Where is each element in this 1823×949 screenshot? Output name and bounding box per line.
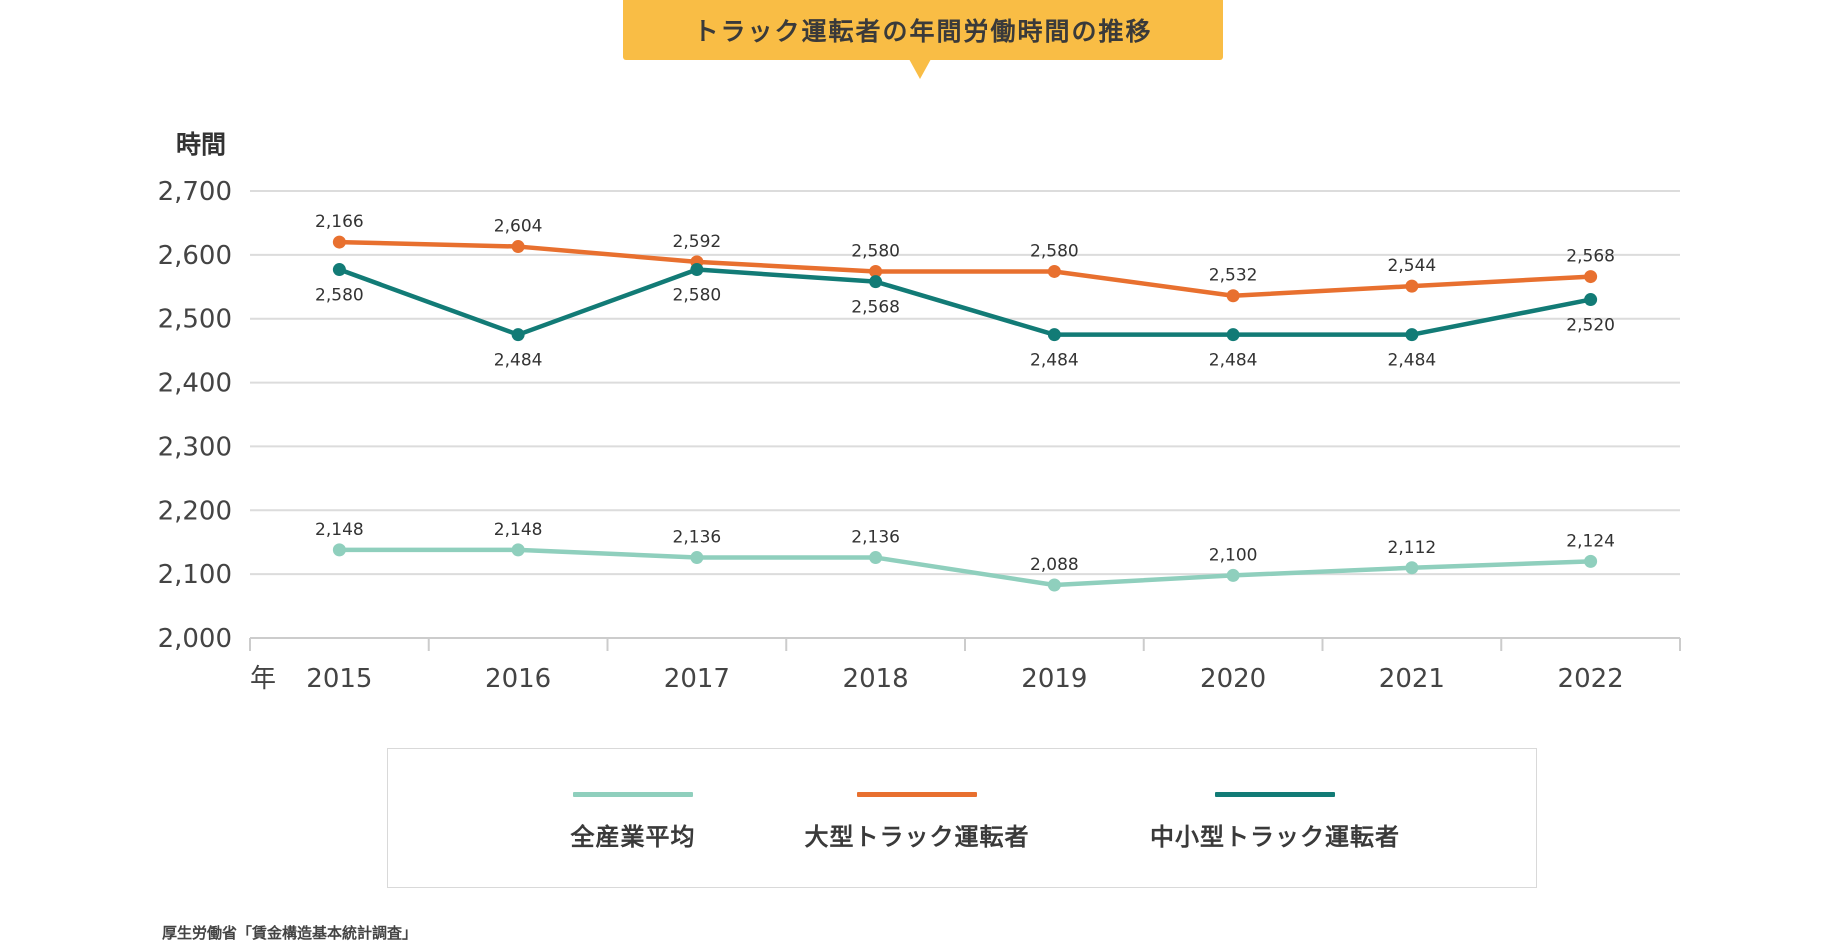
- y-tick-label: 2,500: [158, 305, 232, 335]
- data-point: [332, 263, 346, 277]
- data-point: [1226, 568, 1240, 582]
- data-label: 2,580: [1030, 241, 1079, 261]
- data-point: [1047, 328, 1061, 342]
- data-label: 2,484: [1030, 351, 1079, 371]
- data-point: [1226, 328, 1240, 342]
- data-label: 2,148: [315, 520, 364, 540]
- x-tick-label: 2018: [843, 664, 909, 694]
- data-point: [332, 543, 346, 557]
- x-tick-label: 2021: [1379, 664, 1445, 694]
- data-label: 2,136: [673, 528, 722, 548]
- data-point: [1226, 289, 1240, 303]
- data-label: 2,580: [673, 286, 722, 306]
- data-point: [511, 543, 525, 557]
- data-label: 2,580: [851, 241, 900, 261]
- legend-swatch-large-truck: [857, 792, 977, 797]
- data-labels: 2,148 2,148 2,136 2,136 2,088 2,100 2,112 2,124…: [315, 212, 1615, 575]
- x-tick-label: 2017: [664, 664, 730, 694]
- title-pointer: [909, 59, 931, 79]
- data-point: [511, 328, 525, 342]
- data-point: [1047, 264, 1061, 278]
- data-point: [1584, 270, 1598, 284]
- data-label: 2,568: [851, 298, 900, 318]
- data-label: 2,484: [494, 351, 543, 371]
- x-tick-label: 2022: [1558, 664, 1624, 694]
- legend: 全産業平均 大型トラック運転者 中小型トラック運転者: [387, 748, 1537, 888]
- data-label: 2,580: [315, 286, 364, 306]
- grid-lines: [250, 190, 1680, 576]
- data-point: [1047, 578, 1061, 592]
- data-point: [869, 275, 883, 289]
- data-label: 2,112: [1388, 538, 1437, 558]
- data-label: 2,484: [1209, 351, 1258, 371]
- x-tick-label: 2016: [485, 664, 551, 694]
- y-axis-label: 時間: [176, 130, 226, 159]
- chart-title: トラック運転者の年間労働時間の推移: [623, 0, 1223, 60]
- x-tick-label: 2020: [1200, 664, 1266, 694]
- data-label: 2,532: [1209, 266, 1258, 286]
- data-point: [1584, 293, 1598, 307]
- legend-swatch-small-medium-truck: [1215, 792, 1335, 797]
- data-label: 2,124: [1566, 531, 1615, 551]
- data-label: 2,166: [315, 212, 364, 232]
- x-axis-label: 年: [250, 664, 276, 694]
- data-label: 2,148: [494, 520, 543, 540]
- source-note: 厚生労働省「賃金構造基本統計調査」: [162, 924, 418, 942]
- data-label: 2,544: [1388, 256, 1437, 276]
- data-point: [869, 264, 883, 278]
- data-label: 2,604: [494, 217, 543, 237]
- data-point: [690, 263, 704, 277]
- axes: 2,000 2,100 2,200 2,300 2,400 2,500 2,600 2,700…: [158, 130, 1681, 694]
- data-label: 2,520: [1566, 316, 1615, 336]
- series-line: [337, 267, 1593, 337]
- legend-swatch-all-industries: [573, 792, 693, 797]
- y-tick-label: 2,400: [158, 369, 232, 399]
- legend-label-all-industries: 全産業平均: [570, 823, 696, 851]
- y-tick-label: 2,000: [158, 624, 232, 654]
- legend-label-large-truck: 大型トラック運転者: [804, 823, 1030, 851]
- data-label: 2,136: [851, 528, 900, 548]
- data-label: 2,100: [1209, 545, 1258, 565]
- data-point: [1405, 279, 1419, 293]
- series-line: [337, 547, 1593, 588]
- data-point: [1584, 554, 1598, 568]
- y-tick-label: 2,600: [158, 241, 232, 271]
- series-line: [337, 239, 1593, 298]
- data-label: 2,484: [1388, 351, 1437, 371]
- y-tick-label: 2,200: [158, 496, 232, 526]
- data-point: [690, 551, 704, 565]
- data-point: [511, 240, 525, 254]
- data-point: [1405, 561, 1419, 575]
- series-lines: [332, 235, 1598, 592]
- x-tick-label: 2015: [306, 664, 372, 694]
- data-label: 2,088: [1030, 555, 1079, 575]
- data-point: [332, 235, 346, 249]
- y-tick-label: 2,700: [158, 177, 232, 207]
- data-point: [869, 551, 883, 565]
- y-tick-label: 2,100: [158, 560, 232, 590]
- x-tick-label: 2019: [1021, 664, 1087, 694]
- data-point: [1405, 328, 1419, 342]
- legend-label-small-medium-truck: 中小型トラック運転者: [1150, 823, 1400, 851]
- data-label: 2,592: [673, 232, 722, 252]
- data-label: 2,568: [1566, 247, 1615, 267]
- y-tick-label: 2,300: [158, 432, 232, 462]
